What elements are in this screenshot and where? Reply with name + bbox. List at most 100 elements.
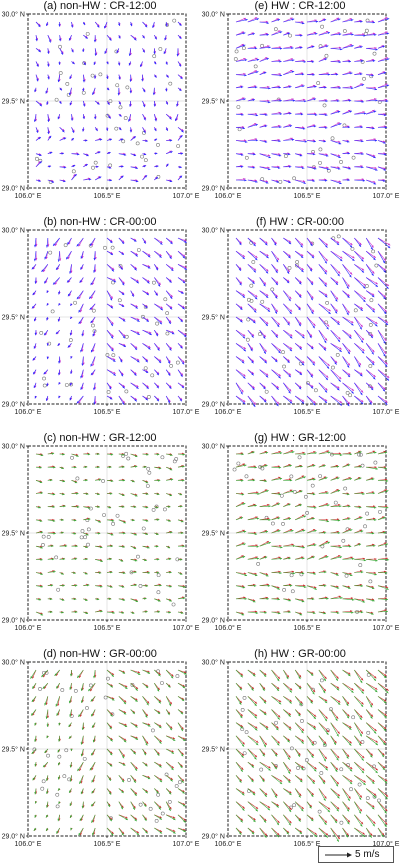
station-marker (124, 334, 129, 339)
wind-vector (142, 748, 147, 756)
panel-title: (d) non-HW : GR-00:00 (43, 648, 157, 660)
wind-vector (55, 264, 60, 271)
wind-vector (271, 451, 283, 455)
wind-vector (35, 161, 42, 168)
station-marker (121, 139, 126, 144)
wind-vector (366, 127, 375, 130)
wind-vector (247, 139, 259, 142)
wind-vector (142, 801, 147, 808)
station-marker (93, 160, 98, 165)
wind-vector (330, 556, 343, 560)
wind-vector (77, 762, 84, 772)
wind-vector (118, 801, 124, 810)
wind-vector (318, 58, 328, 62)
wind-vector (165, 250, 172, 260)
wind-vector (83, 558, 88, 561)
wind-vector (306, 73, 315, 76)
station-marker (296, 766, 300, 770)
wind-vector (71, 545, 78, 548)
station-marker (172, 18, 177, 23)
wind-vector (59, 48, 64, 55)
wind-vector (247, 71, 259, 75)
wind-vector (247, 113, 259, 117)
wind-vector (235, 530, 247, 534)
panel-title: (a) non-HW : CR-12:00 (43, 0, 157, 12)
wind-vector (365, 735, 379, 746)
wind-vector (294, 356, 305, 364)
wind-vector (31, 264, 37, 270)
wind-vector (235, 32, 246, 36)
wind-vector (235, 343, 247, 352)
wind-vector (377, 516, 386, 521)
wind-vector (57, 74, 60, 83)
wind-vector (354, 316, 363, 330)
wind-vector (154, 277, 161, 287)
wind-vector (283, 722, 292, 731)
wind-vector (318, 264, 327, 275)
wind-vector (354, 329, 364, 343)
wind-vector (235, 382, 244, 393)
station-marker (336, 234, 341, 239)
wind-vector (283, 369, 292, 378)
wind-vector (118, 571, 126, 575)
wind-vector (177, 303, 185, 310)
wind-vector (142, 584, 149, 587)
wind-vector (318, 761, 329, 771)
wind-vector (71, 584, 78, 587)
wind-vector (330, 801, 340, 810)
wind-vector (165, 277, 172, 283)
wind-vector (354, 598, 366, 603)
wind-vector (294, 395, 305, 404)
wind-vector (93, 669, 96, 679)
wind-vector (154, 584, 162, 587)
wind-vector (354, 250, 364, 262)
station-marker (48, 250, 53, 255)
wind-vector (271, 329, 278, 338)
wind-vector (330, 303, 338, 314)
wind-vector (271, 60, 282, 63)
wind-vector (58, 356, 61, 364)
wind-vector (342, 545, 352, 548)
wind-vector (177, 735, 186, 742)
wind-vector (330, 179, 342, 185)
wind-vector (259, 330, 266, 339)
wind-vector (318, 669, 327, 680)
wind-vector (295, 611, 303, 616)
wind-vector (142, 87, 146, 93)
wind-vector (165, 788, 172, 795)
wind-vector (354, 571, 364, 574)
wind-vector (118, 74, 121, 80)
wind-vector (177, 166, 182, 169)
wind-vector (154, 316, 163, 325)
wind-vector (365, 250, 376, 261)
wind-vector (69, 382, 73, 386)
wind-vector (354, 290, 366, 303)
wind-vector (118, 493, 125, 497)
wind-vector (342, 505, 351, 508)
wind-vector (177, 382, 185, 389)
wind-vector (154, 343, 160, 351)
station-marker (281, 521, 285, 526)
wind-vector (271, 343, 282, 352)
wind-vector (366, 153, 376, 159)
wind-vector (271, 503, 281, 507)
wind-vector (354, 669, 363, 684)
wind-vector (177, 748, 184, 757)
wind-vector (142, 382, 149, 390)
wind-vector (35, 491, 43, 495)
wind-vector (47, 558, 55, 561)
wind-vector (106, 761, 113, 767)
wind-vector (283, 343, 293, 352)
wind-vector (106, 735, 113, 742)
wind-vector (294, 277, 302, 285)
wind-vector (235, 113, 244, 116)
wind-vector (154, 696, 162, 704)
wind-vector (318, 99, 328, 103)
station-marker (244, 474, 249, 479)
wind-vector (235, 572, 248, 577)
wind-vector (59, 137, 67, 141)
wind-vector (118, 479, 126, 482)
wind-vector (35, 545, 43, 549)
wind-vector (259, 827, 267, 838)
wind-vector (166, 557, 172, 561)
